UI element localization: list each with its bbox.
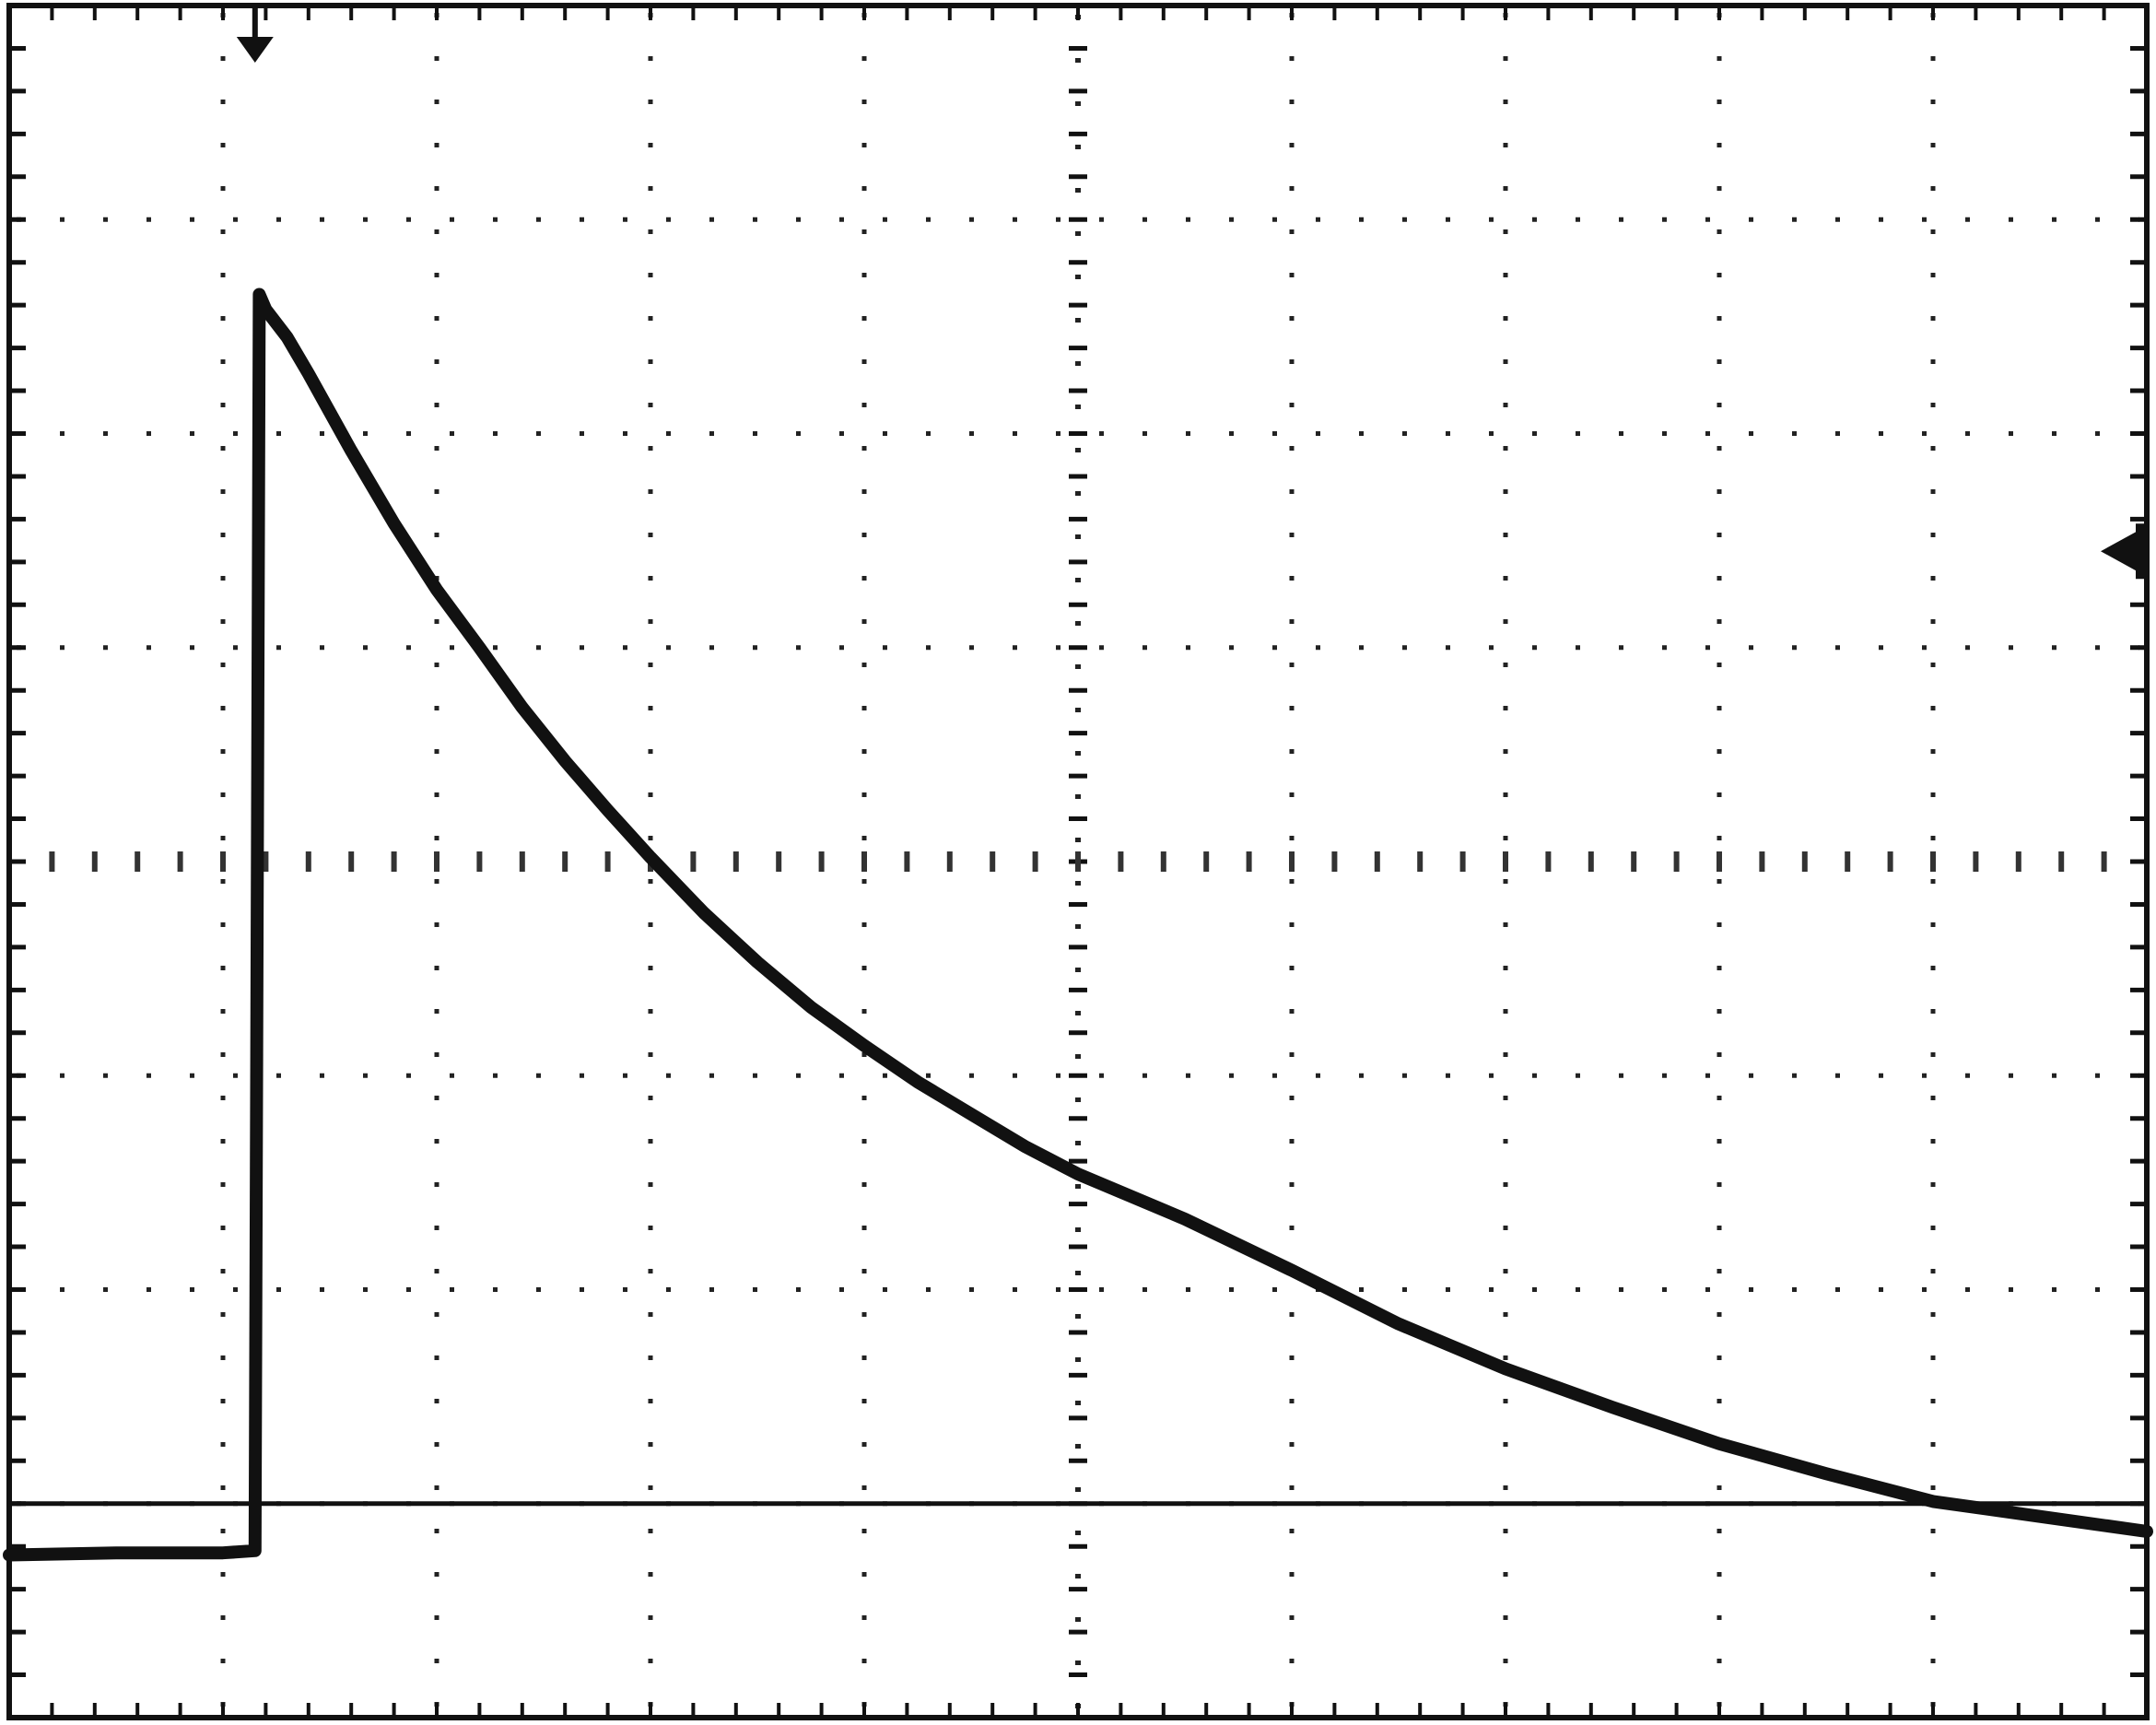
trigger-level-marker-tab xyxy=(2136,523,2147,580)
trigger-position-marker xyxy=(236,37,274,63)
trigger-level-marker xyxy=(2101,531,2138,572)
waveform-trace-0 xyxy=(3,288,2153,1562)
